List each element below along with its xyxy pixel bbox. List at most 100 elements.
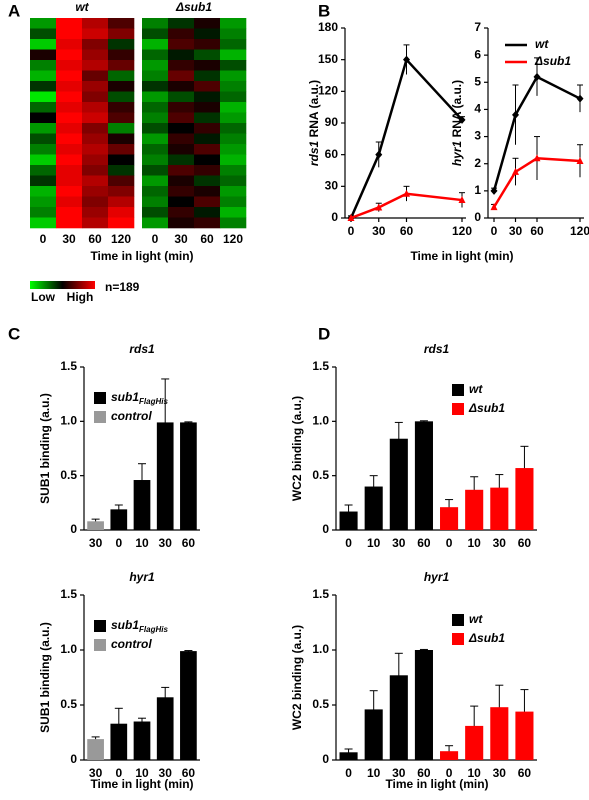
x-tick-label: 120 [452,224,472,238]
note: n=189 [105,280,140,294]
heatmap-cell [30,70,57,82]
point [375,203,383,211]
legend-swatch [452,384,464,396]
x-tick-label: 30 [174,232,188,246]
heatmap-cell [56,217,83,229]
bar [465,725,484,760]
point [576,94,584,103]
heatmap-cell [108,39,135,50]
heatmap-cell [168,49,195,61]
heatmap-cell [220,112,247,124]
heatmap-cell [220,18,247,29]
y-tick-label: 2 [474,156,481,170]
heatmap-cell [82,144,109,155]
point [490,186,498,195]
heatmap-cell [82,39,109,50]
heatmap-cell [82,217,109,229]
y-label-gene: rds1 [307,140,321,166]
heatmap-cell [194,70,221,82]
heatmap-cell [194,81,221,92]
heatmap-cell [82,175,109,187]
heatmap-cell [82,165,109,176]
heatmap-cell [82,207,109,218]
series-line [350,192,463,220]
panel-label: D [318,324,330,343]
heatmap-cell [30,60,57,71]
heatmap-cell [168,18,195,29]
point [533,72,541,81]
heatmap-cell [30,39,57,50]
bar [465,489,484,530]
point [512,167,519,175]
y-tick-label: 0 [474,210,481,224]
heatmap-cell [108,196,135,208]
x-tick-label: 10 [468,536,482,550]
heatmap-cell [30,18,57,29]
x-tick-label: 10 [135,536,149,550]
y-tick-label: 180 [318,20,338,34]
heatmap-cell [194,217,221,229]
y-tick-label: 4 [474,102,481,116]
heatmap-cell [194,207,221,218]
heatmap-cell [220,28,247,40]
legend-label: sub1FlagHis [111,390,168,406]
heatmap-cell [56,186,83,197]
heatmap-cell [168,39,195,50]
legend-label: wt [469,612,483,626]
bar [156,697,174,760]
x-tick-label: 30 [62,232,76,246]
heatmap-cell [220,39,247,50]
colorbar [30,281,95,289]
heatmap-cell [30,28,57,40]
x-tick-label: 30 [493,766,507,780]
legend-name: sub1 [111,390,139,404]
bar [339,752,358,760]
heatmap-cell [220,144,247,155]
legend-swatch [94,620,106,632]
heatmap-cell [142,133,169,145]
heatmap-cell [56,49,83,61]
colorbar-low: Low [31,290,56,304]
heatmap-cell [142,217,169,229]
heatmap-cell [56,28,83,40]
heatmap-cell [56,175,83,187]
heatmap-cell [168,102,195,113]
point [375,150,383,159]
heatmap-cell [220,70,247,82]
heatmap-cell [220,175,247,187]
heatmap-cell [168,217,195,229]
x-tick-label: 30 [159,766,173,780]
heatmap-cell [220,91,247,103]
y-tick-label: 1.5 [312,359,329,373]
legend-swatch [94,639,106,651]
heatmap-cell [168,91,195,103]
x-tick-label: 0 [446,766,453,780]
legend-label: sub1FlagHis [111,618,168,634]
heatmap-cell [56,133,83,145]
legend-label: Δsub1 [534,54,571,68]
point [576,157,584,164]
bar [180,651,197,760]
heatmap-cell [82,196,109,208]
heatmap-cell [82,133,109,145]
x-tick-label: 0 [345,536,352,550]
y-tick-label: 1.5 [60,587,77,601]
heatmap-cell [220,207,247,218]
chart-title: rds1 [424,342,450,356]
x-tick-label: 60 [182,536,196,550]
bar [515,468,534,530]
x-tick-label: 30 [392,766,406,780]
x-axis-label: Time in light (min) [90,249,193,263]
x-tick-label: 60 [200,232,214,246]
heatmap-cell [108,28,135,40]
heatmap-cell [30,49,57,61]
y-tick-label: 30 [325,179,339,193]
heatmap-cell [194,175,221,187]
heatmap-cell [142,49,169,61]
heatmap-cell [142,154,169,166]
heatmap-cell [30,123,57,134]
heatmap-cell [82,70,109,82]
heatmap-cell [142,165,169,176]
heatmap-cell [142,81,169,92]
